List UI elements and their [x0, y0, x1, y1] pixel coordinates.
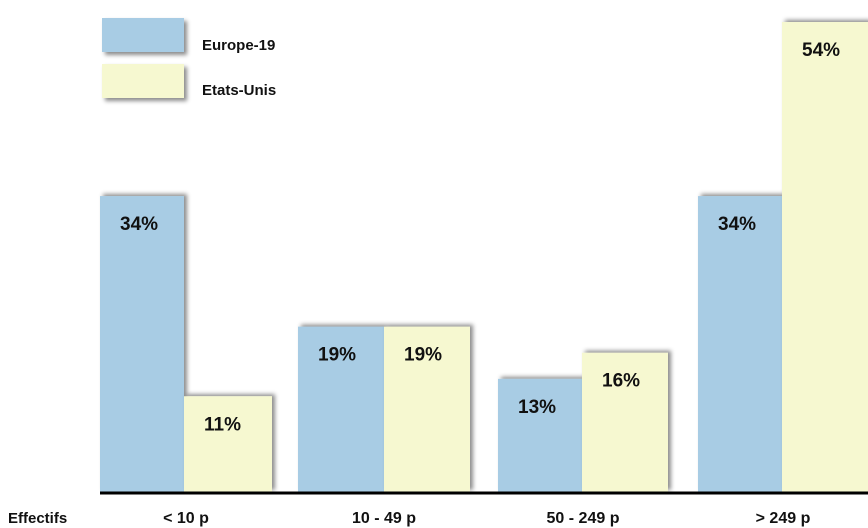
bar-europe-2 — [498, 378, 582, 492]
legend-swatch-usa — [102, 64, 184, 98]
bar-usa-0 — [184, 396, 272, 492]
bar-europe-0 — [100, 196, 184, 492]
legend-label-usa: Etats-Unis — [202, 82, 277, 99]
x-tick-label: > 249 p — [756, 510, 811, 527]
x-tick-label: 50 - 249 p — [547, 510, 620, 527]
legend-swatch-europe — [102, 18, 184, 52]
bar-usa-3 — [782, 22, 868, 492]
bar-value-label: 19% — [318, 345, 356, 366]
x-axis-label: Effectifs — [8, 510, 67, 527]
legend-label-europe: Europe-19 — [202, 37, 276, 54]
bar-value-label: 19% — [404, 345, 442, 366]
bar-europe-1 — [298, 326, 384, 492]
bar-usa-1 — [384, 326, 470, 492]
bar-usa-2 — [582, 352, 668, 492]
bar-value-label: 54% — [802, 40, 840, 61]
x-tick-label: < 10 p — [163, 510, 209, 527]
bar-value-label: 16% — [602, 371, 640, 392]
x-tick-label: 10 - 49 p — [352, 510, 416, 527]
bar-europe-3 — [698, 196, 782, 492]
bar-value-label: 13% — [518, 397, 556, 418]
bar-value-label: 34% — [120, 214, 158, 235]
bar-value-label: 34% — [718, 214, 756, 235]
bar-value-label: 11% — [204, 414, 241, 435]
